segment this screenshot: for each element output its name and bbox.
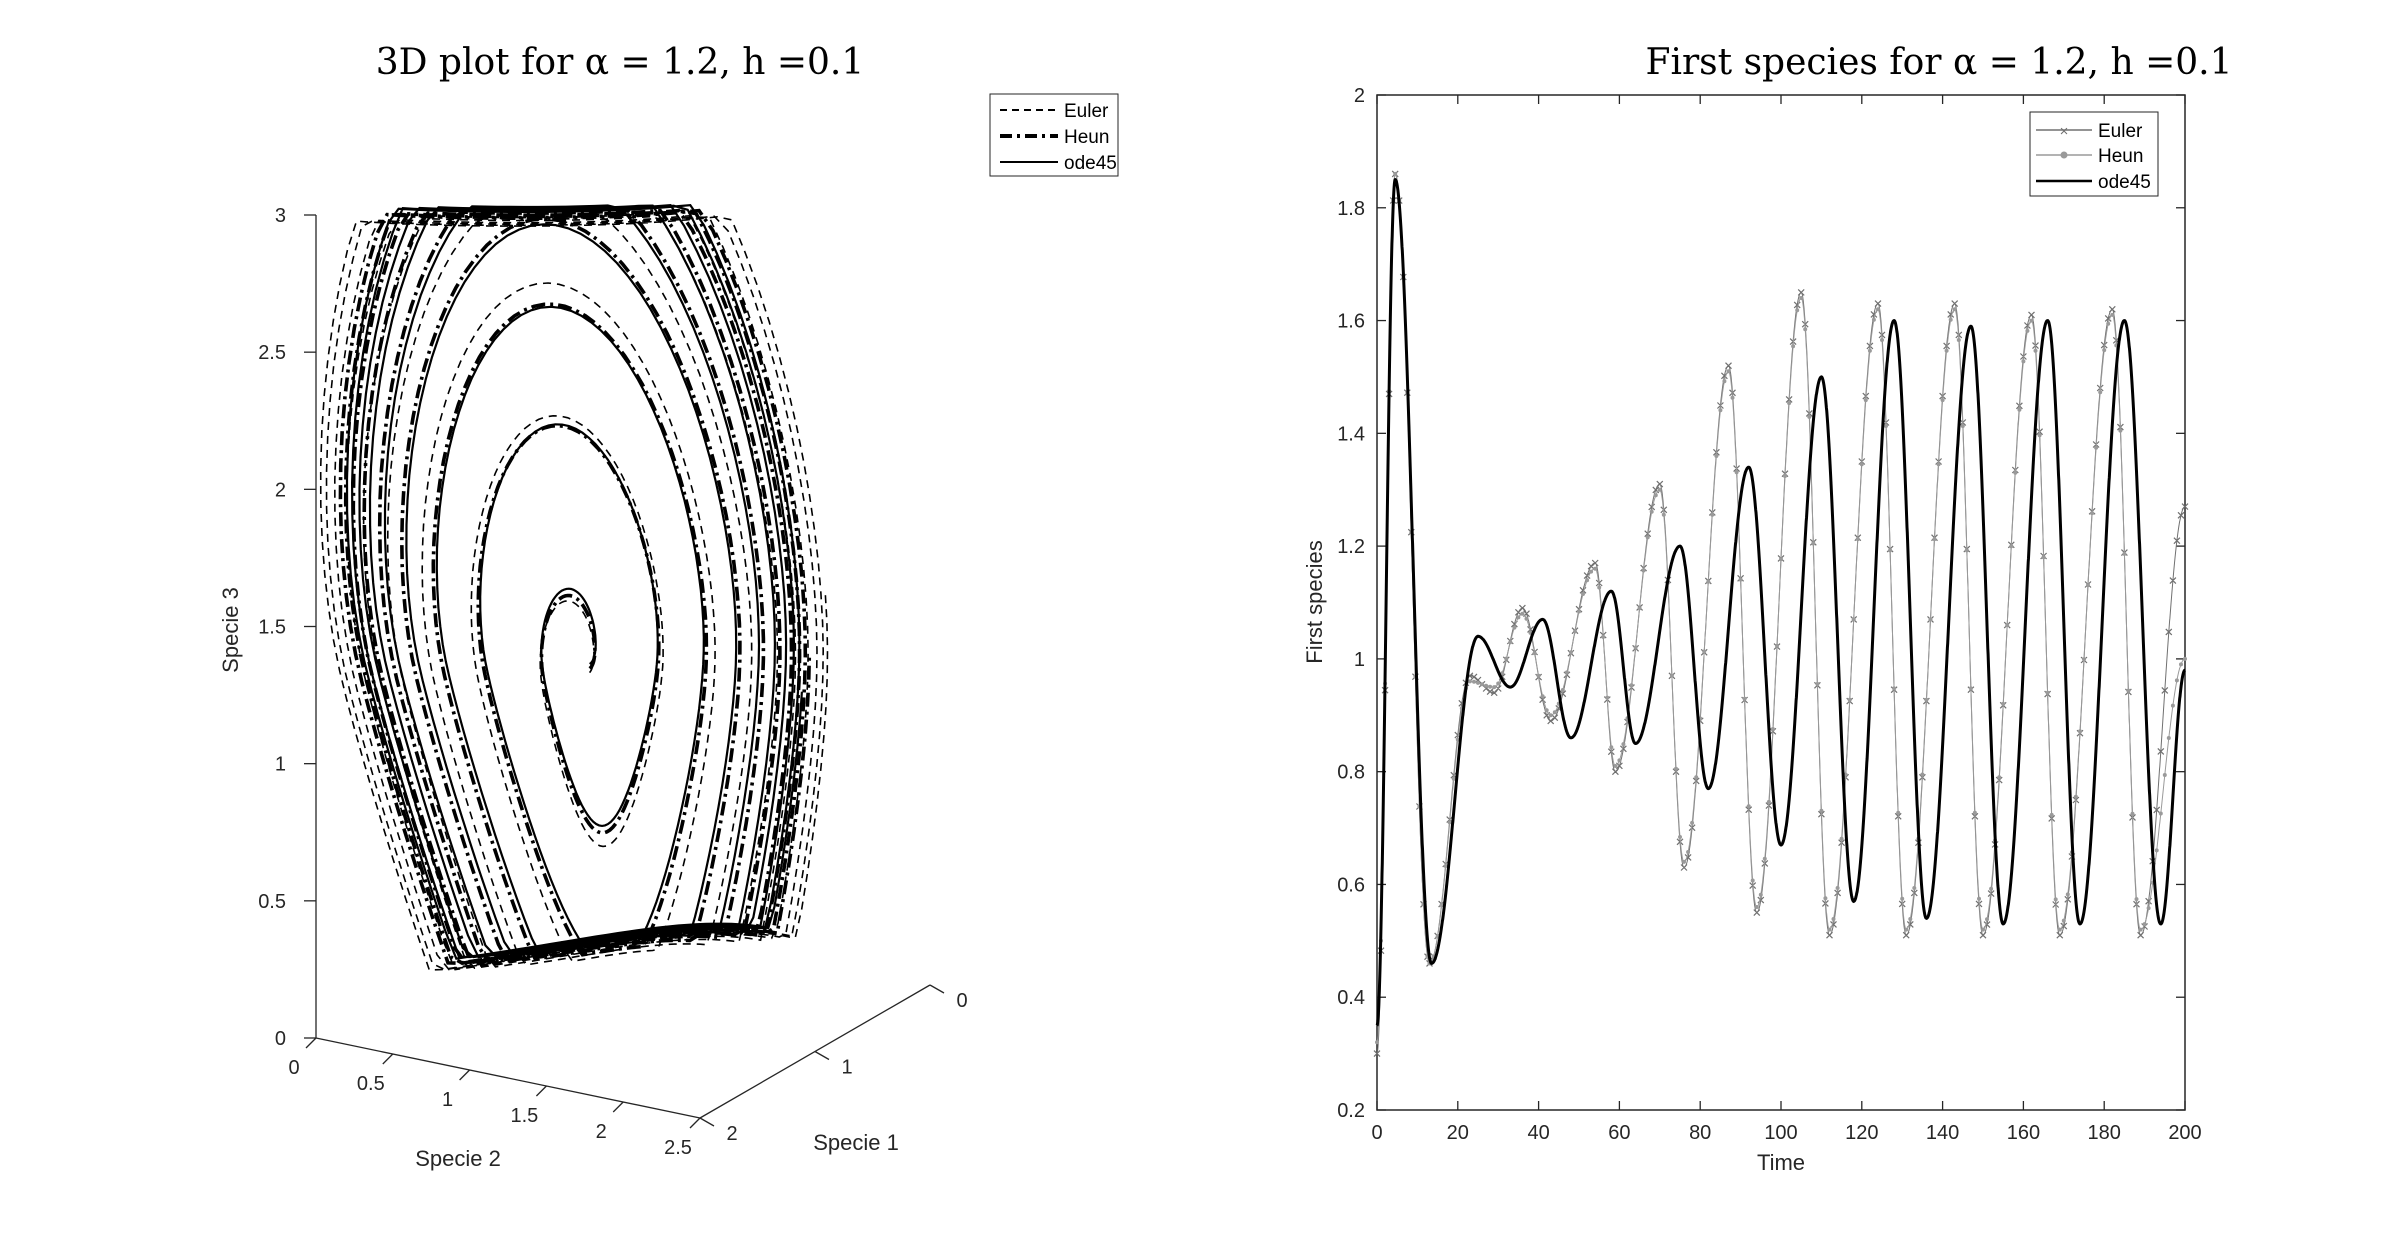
tick-label-time: 180 bbox=[2088, 1122, 2121, 1144]
tick-label-time: 160 bbox=[2007, 1122, 2040, 1144]
legend-label-euler-2d: Euler bbox=[2098, 121, 2143, 142]
series-euler-markers bbox=[1373, 170, 2189, 1058]
tick-mark-y bbox=[305, 1037, 317, 1049]
tick-label-species: 1 bbox=[1354, 649, 1365, 671]
chart-title-time: First species for α = 1.2, h =0.1 bbox=[1645, 42, 2232, 83]
plot-time-series: First species for α = 1.2, h =0.1 0 20 40 6… bbox=[1302, 42, 2233, 1175]
tick-mark-y bbox=[535, 1085, 547, 1097]
tick-mark-x bbox=[929, 984, 945, 994]
tick-label-z: 1 bbox=[275, 754, 286, 776]
tick-label-species: 0.8 bbox=[1337, 762, 1365, 784]
tick-label-y: 1.5 bbox=[510, 1105, 538, 1127]
tick-mark-x bbox=[814, 1050, 830, 1061]
tick-label-species: 1.6 bbox=[1337, 311, 1365, 333]
tick-label-species: 1.2 bbox=[1337, 536, 1365, 558]
axis-label-specie1: Specie 1 bbox=[813, 1130, 899, 1155]
tick-mark-x bbox=[699, 1117, 715, 1127]
tick-label-x: 2 bbox=[726, 1123, 737, 1145]
axis-label-first-species: First species bbox=[1302, 540, 1327, 663]
tick-label-species: 1.4 bbox=[1337, 423, 1365, 445]
legend-label-ode45-3d: ode45 bbox=[1064, 153, 1117, 174]
tick-label-time: 20 bbox=[1447, 1122, 1469, 1144]
chart-title-3d: 3D plot for α = 1.2, h =0.1 bbox=[376, 42, 865, 83]
tick-label-x: 1 bbox=[841, 1057, 852, 1079]
tick-label-time: 140 bbox=[1926, 1122, 1959, 1144]
trajectory-euler-3d bbox=[319, 214, 829, 971]
tick-label-time: 200 bbox=[2168, 1122, 2201, 1144]
tick-label-z: 1.5 bbox=[258, 617, 286, 639]
axes-3d: 0 0.5 1 1.5 2 2.5 3 0 0.5 1 1.5 2 2.5 0 1 2 bbox=[258, 205, 967, 1159]
tick-label-y: 2.5 bbox=[664, 1137, 692, 1159]
legend-label-heun-3d: Heun bbox=[1064, 127, 1109, 148]
tick-mark-y bbox=[459, 1069, 471, 1081]
tick-label-time: 100 bbox=[1764, 1122, 1797, 1144]
tick-label-z: 2.5 bbox=[258, 342, 286, 364]
legend-label-heun-2d: Heun bbox=[2098, 146, 2143, 167]
legend-2d: × Euler Heun ode45 bbox=[2029, 111, 2159, 197]
tick-label-species: 2 bbox=[1354, 85, 1365, 107]
trajectory-heun-3d bbox=[338, 208, 812, 966]
tick-label-z: 3 bbox=[275, 205, 286, 227]
tick-label-z: 2 bbox=[275, 479, 286, 501]
legend-3d: Euler Heun ode45 bbox=[989, 93, 1119, 177]
legend-marker-dot-icon bbox=[2060, 151, 2068, 159]
tick-label-species: 0.4 bbox=[1337, 987, 1365, 1009]
tick-label-time: 40 bbox=[1527, 1122, 1549, 1144]
series-ode45 bbox=[1375, 178, 2186, 1027]
axis-label-specie3: Specie 3 bbox=[218, 587, 243, 673]
tick-label-y: 0 bbox=[288, 1057, 299, 1079]
tick-label-time: 120 bbox=[1845, 1122, 1878, 1144]
tick-label-z: 0.5 bbox=[258, 891, 286, 913]
tick-label-y: 2 bbox=[596, 1121, 607, 1143]
tick-label-y: 0.5 bbox=[357, 1073, 385, 1095]
tick-label-time: 0 bbox=[1371, 1122, 1382, 1144]
ticks-2d: 0 20 40 60 80 100 120 140 160 180 200 0.2 0.4 0.6 0.8 1… bbox=[1337, 85, 2202, 1144]
tick-label-y: 1 bbox=[442, 1089, 453, 1111]
tick-label-z: 0 bbox=[275, 1028, 286, 1050]
legend-marker-x-icon: × bbox=[2060, 123, 2069, 140]
legend-label-ode45-2d: ode45 bbox=[2098, 172, 2151, 193]
legend-label-euler-3d: Euler bbox=[1064, 101, 1109, 122]
tick-label-time: 80 bbox=[1689, 1122, 1711, 1144]
tick-label-species: 1.8 bbox=[1337, 198, 1365, 220]
tick-label-species: 0.2 bbox=[1337, 1100, 1365, 1122]
tick-label-time: 60 bbox=[1608, 1122, 1630, 1144]
tick-mark-y bbox=[612, 1101, 624, 1113]
series-2d bbox=[1373, 170, 2189, 1058]
plot-3d: 3D plot for α = 1.2, h =0.1 0 0.5 1 1.5 2 2.5… bbox=[218, 42, 1119, 1171]
axis-line-specie2 bbox=[315, 1037, 701, 1119]
axis-label-time: Time bbox=[1757, 1150, 1805, 1175]
tick-label-species: 0.6 bbox=[1337, 874, 1365, 896]
trajectories-3d bbox=[319, 203, 829, 971]
tick-mark-y bbox=[689, 1117, 701, 1129]
trajectory-ode45-3d bbox=[345, 203, 803, 960]
tick-label-x: 0 bbox=[956, 990, 967, 1012]
axis-label-specie2: Specie 2 bbox=[415, 1146, 501, 1171]
tick-mark-y bbox=[382, 1053, 394, 1065]
